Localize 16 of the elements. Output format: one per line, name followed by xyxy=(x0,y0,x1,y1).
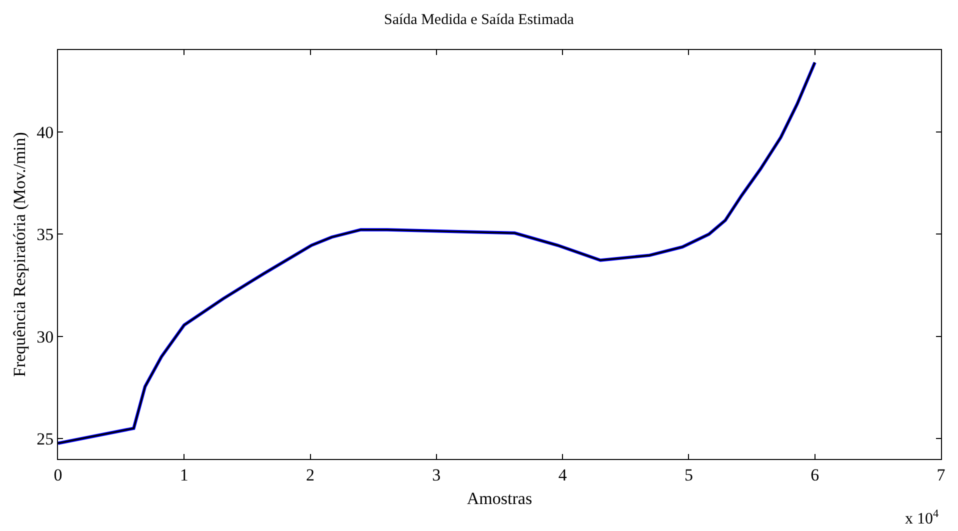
x-tick-label: 6 xyxy=(810,465,820,484)
y-tick-label: 35 xyxy=(36,225,54,244)
y-axis-title: Frequência Respiratória (Mov./min) xyxy=(10,132,30,377)
x-tick-label: 5 xyxy=(684,465,693,484)
x-axis-title: Amostras xyxy=(466,488,532,508)
x-tick-label: 2 xyxy=(306,465,315,484)
x-tick-label: 3 xyxy=(432,465,441,484)
x-tick-label: 4 xyxy=(558,465,568,484)
y-tick-label: 40 xyxy=(36,122,54,142)
x-tick-label: 1 xyxy=(180,465,188,484)
y-tick-label: 25 xyxy=(36,430,54,448)
chart-title: Saída Medida e Saída Estimada xyxy=(384,12,574,28)
x-tick-label: 0 xyxy=(54,465,62,484)
x-tick-label: 7 xyxy=(936,465,946,484)
y-tick-label: 30 xyxy=(36,327,54,346)
text: x 10$^{4}$ xyxy=(905,508,939,528)
